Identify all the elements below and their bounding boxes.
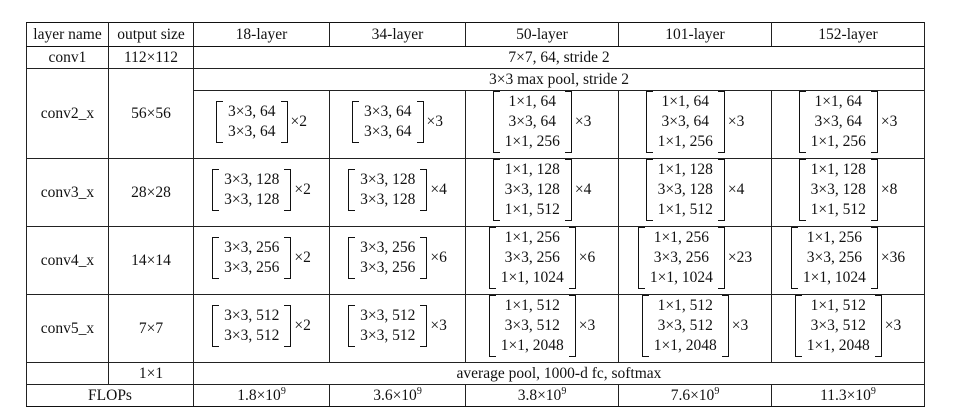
architecture-table-wrapper: layer name output size 18-layer 34-layer… bbox=[26, 22, 925, 407]
conv5-101-cell: 1×1, 512 3×3, 512 1×1, 2048 ×3 bbox=[618, 294, 772, 363]
conv1-row: conv1 112×112 7×7, 64, stride 2 bbox=[26, 46, 925, 69]
conv2-50-cell: 1×1, 64 3×3, 64 1×1, 256 ×3 bbox=[465, 90, 619, 159]
flops-18: 1.8×109 bbox=[193, 384, 330, 407]
conv2-18-cell: 3×3, 64 3×3, 64 ×2 bbox=[193, 90, 330, 159]
conv3-18-cell: 3×3, 128 3×3, 128 ×2 bbox=[193, 158, 330, 227]
conv1-name: conv1 bbox=[26, 46, 109, 69]
conv2-152-cell: 1×1, 64 3×3, 64 1×1, 256 ×3 bbox=[771, 90, 925, 159]
block-spec: 1×1, 128 3×3, 128 1×1, 512 ×8 bbox=[798, 159, 897, 221]
conv5-18-cell: 3×3, 512 3×3, 512 ×2 bbox=[193, 294, 330, 363]
flops-152: 11.3×109 bbox=[771, 384, 925, 407]
conv4-50-cell: 1×1, 256 3×3, 256 1×1, 1024 ×6 bbox=[465, 226, 619, 295]
header-output-size: output size bbox=[108, 22, 194, 47]
flops-101: 7.6×109 bbox=[618, 384, 772, 407]
header-50-layer: 50-layer bbox=[465, 22, 619, 47]
block-spec: 1×1, 256 3×3, 256 1×1, 1024 ×6 bbox=[488, 227, 595, 289]
block-spec: 3×3, 256 3×3, 256 ×2 bbox=[212, 237, 311, 279]
conv4-101-cell: 1×1, 256 3×3, 256 1×1, 1024 ×23 bbox=[618, 226, 772, 295]
block-spec: 1×1, 64 3×3, 64 1×1, 256 ×3 bbox=[645, 91, 744, 153]
block-spec: 1×1, 64 3×3, 64 1×1, 256 ×3 bbox=[798, 91, 897, 153]
conv3-34-cell: 3×3, 128 3×3, 128 ×4 bbox=[329, 158, 466, 227]
block-spec: 1×1, 256 3×3, 256 1×1, 1024 ×23 bbox=[637, 227, 752, 289]
block-spec: 1×1, 512 3×3, 512 1×1, 2048 ×3 bbox=[794, 295, 901, 357]
block-spec: 3×3, 512 3×3, 512 ×2 bbox=[212, 305, 311, 347]
final-spec: average pool, 1000-d fc, softmax bbox=[193, 362, 925, 385]
conv2-101-cell: 1×1, 64 3×3, 64 1×1, 256 ×3 bbox=[618, 90, 772, 159]
conv3-152-cell: 1×1, 128 3×3, 128 1×1, 512 ×8 bbox=[771, 158, 925, 227]
conv4-34-cell: 3×3, 256 3×3, 256 ×6 bbox=[329, 226, 466, 295]
conv2-maxpool-row: conv2_x 56×56 3×3 max pool, stride 2 bbox=[26, 68, 925, 159]
conv5-name: conv5_x bbox=[26, 294, 109, 363]
conv5-row: conv5_x 7×7 3×3, 512 3×3, 512 ×2 3×3, 512 3… bbox=[26, 294, 925, 363]
header-101-layer: 101-layer bbox=[618, 22, 772, 47]
conv4-row: conv4_x 14×14 3×3, 256 3×3, 256 ×2 3×3, 25… bbox=[26, 226, 925, 295]
conv3-row: conv3_x 28×28 3×3, 128 3×3, 128 ×2 3×3, 12… bbox=[26, 158, 925, 227]
header-152-layer: 152-layer bbox=[771, 22, 925, 47]
block-spec: 3×3, 256 3×3, 256 ×6 bbox=[348, 237, 447, 279]
conv5-50-cell: 1×1, 512 3×3, 512 1×1, 2048 ×3 bbox=[465, 294, 619, 363]
conv1-output: 112×112 bbox=[108, 46, 194, 69]
block-spec: 3×3, 64 3×3, 64 ×2 bbox=[216, 101, 307, 143]
final-name bbox=[26, 362, 109, 385]
conv2-34-cell: 3×3, 64 3×3, 64 ×3 bbox=[329, 90, 466, 159]
header-18-layer: 18-layer bbox=[193, 22, 330, 47]
conv3-name: conv3_x bbox=[26, 158, 109, 227]
conv3-101-cell: 1×1, 128 3×3, 128 1×1, 512 ×4 bbox=[618, 158, 772, 227]
conv4-152-cell: 1×1, 256 3×3, 256 1×1, 1024 ×36 bbox=[771, 226, 925, 295]
flops-34: 3.6×109 bbox=[329, 384, 466, 407]
final-row: 1×1 average pool, 1000-d fc, softmax bbox=[26, 362, 925, 385]
block-spec: 1×1, 64 3×3, 64 1×1, 256 ×3 bbox=[492, 91, 591, 153]
conv5-152-cell: 1×1, 512 3×3, 512 1×1, 2048 ×3 bbox=[771, 294, 925, 363]
conv2-name: conv2_x bbox=[26, 68, 109, 159]
conv1-spec: 7×7, 64, stride 2 bbox=[193, 46, 925, 69]
block-spec: 3×3, 512 3×3, 512 ×3 bbox=[348, 305, 447, 347]
conv4-18-cell: 3×3, 256 3×3, 256 ×2 bbox=[193, 226, 330, 295]
conv4-output: 14×14 bbox=[108, 226, 194, 295]
maxpool-spec: 3×3 max pool, stride 2 bbox=[193, 68, 925, 91]
flops-50: 3.8×109 bbox=[465, 384, 619, 407]
block-spec: 3×3, 64 3×3, 64 ×3 bbox=[352, 101, 443, 143]
conv5-output: 7×7 bbox=[108, 294, 194, 363]
block-spec: 1×1, 256 3×3, 256 1×1, 1024 ×36 bbox=[790, 227, 905, 289]
conv4-name: conv4_x bbox=[26, 226, 109, 295]
header-row: layer name output size 18-layer 34-layer… bbox=[26, 22, 925, 47]
header-layer-name: layer name bbox=[26, 22, 109, 47]
conv2-output: 56×56 bbox=[108, 68, 194, 159]
flops-row: FLOPs 1.8×109 3.6×109 3.8×109 7.6×109 11… bbox=[26, 384, 925, 407]
conv3-output: 28×28 bbox=[108, 158, 194, 227]
block-spec: 1×1, 512 3×3, 512 1×1, 2048 ×3 bbox=[488, 295, 595, 357]
block-spec: 1×1, 128 3×3, 128 1×1, 512 ×4 bbox=[645, 159, 744, 221]
conv5-34-cell: 3×3, 512 3×3, 512 ×3 bbox=[329, 294, 466, 363]
conv3-50-cell: 1×1, 128 3×3, 128 1×1, 512 ×4 bbox=[465, 158, 619, 227]
flops-label: FLOPs bbox=[26, 384, 194, 407]
block-spec: 1×1, 512 3×3, 512 1×1, 2048 ×3 bbox=[641, 295, 748, 357]
block-spec: 3×3, 128 3×3, 128 ×2 bbox=[212, 169, 311, 211]
block-spec: 3×3, 128 3×3, 128 ×4 bbox=[348, 169, 447, 211]
block-spec: 1×1, 128 3×3, 128 1×1, 512 ×4 bbox=[492, 159, 591, 221]
conv2-blocks-row: 3×3, 64 3×3, 64 ×2 3×3, 64 3×3, 64 ×3 1×1, 6… bbox=[27, 90, 925, 159]
header-34-layer: 34-layer bbox=[329, 22, 466, 47]
architecture-table: layer name output size 18-layer 34-layer… bbox=[26, 22, 925, 407]
final-output: 1×1 bbox=[108, 362, 194, 385]
